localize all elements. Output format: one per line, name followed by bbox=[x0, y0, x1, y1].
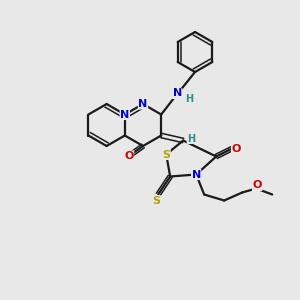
Text: O: O bbox=[253, 181, 262, 190]
Text: H: H bbox=[187, 134, 195, 143]
Text: N: N bbox=[120, 110, 129, 119]
Text: H: H bbox=[185, 94, 193, 103]
Text: N: N bbox=[138, 99, 148, 109]
Text: S: S bbox=[152, 196, 160, 206]
Text: N: N bbox=[172, 88, 182, 98]
Text: S: S bbox=[162, 149, 170, 160]
Text: N: N bbox=[192, 169, 201, 179]
Text: O: O bbox=[232, 143, 241, 154]
Text: O: O bbox=[124, 151, 134, 161]
